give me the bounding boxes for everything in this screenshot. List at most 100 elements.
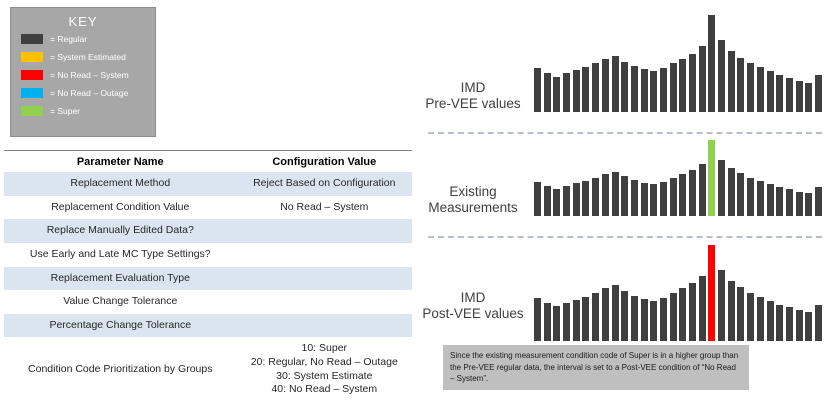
table-row: Value Change Tolerance: [4, 290, 412, 314]
bar: [582, 181, 590, 216]
bar: [621, 291, 629, 341]
key-item-label: = Regular: [50, 34, 88, 44]
key-item: = No Read – System: [21, 70, 145, 80]
bar: [669, 63, 677, 112]
bar: [814, 305, 822, 341]
configuration-value-cell: 10: Super 20: Regular, No Read – Outage …: [250, 342, 398, 396]
bar: [679, 288, 687, 341]
bar: [611, 172, 619, 216]
bar: [572, 183, 580, 216]
table-row: Replacement Condition Value No Read – Sys…: [4, 196, 412, 220]
bar: [601, 288, 609, 341]
bar: [650, 301, 658, 341]
table-row: Condition Code Prioritization by Groups 1…: [4, 337, 412, 402]
key-item-label: = No Read – Outage: [50, 88, 129, 98]
bar: [737, 173, 745, 216]
bar: [630, 180, 638, 216]
bar: [718, 270, 726, 341]
table-header-row: Parameter Name Configuration Value: [4, 151, 412, 173]
bar: [563, 303, 571, 341]
super-color-swatch: [21, 106, 43, 116]
bar: [592, 178, 600, 216]
bar: [592, 293, 600, 341]
key-item: = System Estimated: [21, 52, 145, 62]
parameter-name-cell: Condition Code Prioritization by Groups: [28, 362, 213, 375]
key-item-label: = Super: [50, 106, 81, 116]
bar: [698, 164, 706, 216]
key-item-label: = System Estimated: [50, 52, 126, 62]
table-row: Percentage Change Tolerance: [4, 313, 412, 338]
bar: [679, 174, 687, 216]
key-legend: KEY = Regular = System Estimated = No Read…: [10, 7, 156, 137]
bar: [785, 78, 793, 112]
chart-title-existing-measurements: Existing Measurements: [428, 184, 518, 216]
parameter-name-cell: Replacement Evaluation Type: [50, 271, 190, 284]
bar: [553, 189, 561, 216]
bar: [630, 296, 638, 341]
bar: [747, 63, 755, 112]
bar: [650, 71, 658, 112]
bar: [718, 40, 726, 112]
bar: [582, 67, 590, 112]
table-row: Replacement Method Reject Based on Config…: [4, 172, 412, 196]
bar: [534, 182, 541, 216]
parameter-name-cell: Replace Manually Edited Data?: [46, 224, 194, 237]
bar: [805, 312, 813, 341]
parameter-name-cell: Replacement Condition Value: [51, 200, 190, 213]
bar: [766, 184, 774, 216]
configuration-value-cell: [237, 219, 412, 243]
dashed-separator-bottom: [428, 236, 822, 238]
bar: [727, 281, 735, 341]
bar: [785, 307, 793, 341]
bar: [776, 187, 784, 216]
configuration-value-cell: No Read – System: [280, 200, 369, 213]
parameter-name-cell: Percentage Change Tolerance: [49, 318, 192, 331]
bar: [534, 68, 541, 112]
bar: [543, 73, 551, 112]
bar: [534, 298, 541, 341]
bar: [795, 192, 803, 216]
key-item: = Super: [21, 106, 145, 116]
bar: [553, 77, 561, 112]
bar: [679, 59, 687, 112]
bar: [669, 178, 677, 216]
bar: [747, 178, 755, 216]
post-vee-bar-chart: [534, 245, 823, 341]
bar: [698, 46, 706, 112]
bar: [611, 285, 619, 341]
bar: [640, 183, 648, 216]
parameter-name-cell: Use Early and Late MC Type Settings?: [29, 247, 211, 260]
bar: [592, 63, 600, 112]
chart-title-pre-vee: IMD Pre-VEE values: [425, 80, 521, 112]
bar: [776, 75, 784, 112]
no-read-outage-color-swatch: [21, 88, 43, 98]
bar: [659, 298, 667, 341]
bar: [572, 300, 580, 341]
bar: [689, 54, 696, 112]
key-item: = No Read – Outage: [21, 88, 145, 98]
parameter-name-cell: Value Change Tolerance: [63, 295, 178, 308]
bar: [737, 287, 745, 341]
bar: [814, 75, 822, 112]
parameter-name-cell: Replacement Method: [70, 177, 171, 189]
bar: [727, 51, 735, 112]
bar: [737, 58, 745, 112]
bar: [669, 293, 677, 341]
no-read-system-color-swatch: [21, 70, 43, 80]
bar: [543, 303, 551, 341]
key-item-label: = No Read – System: [50, 70, 129, 80]
bar: [756, 181, 764, 216]
col-header-parameter-name: Parameter Name: [76, 156, 164, 168]
bar: [582, 297, 590, 341]
bar: [659, 68, 667, 112]
configuration-value-cell: [237, 314, 412, 338]
config-table-body: Replacement Method Reject Based on Config…: [4, 172, 412, 402]
super-highlight-bar: [708, 140, 716, 216]
bar: [805, 83, 813, 112]
bar: [756, 67, 764, 112]
bar: [805, 193, 813, 216]
bar: [601, 174, 609, 216]
bar: [727, 168, 735, 216]
bar: [611, 56, 619, 112]
bar: [650, 184, 658, 216]
